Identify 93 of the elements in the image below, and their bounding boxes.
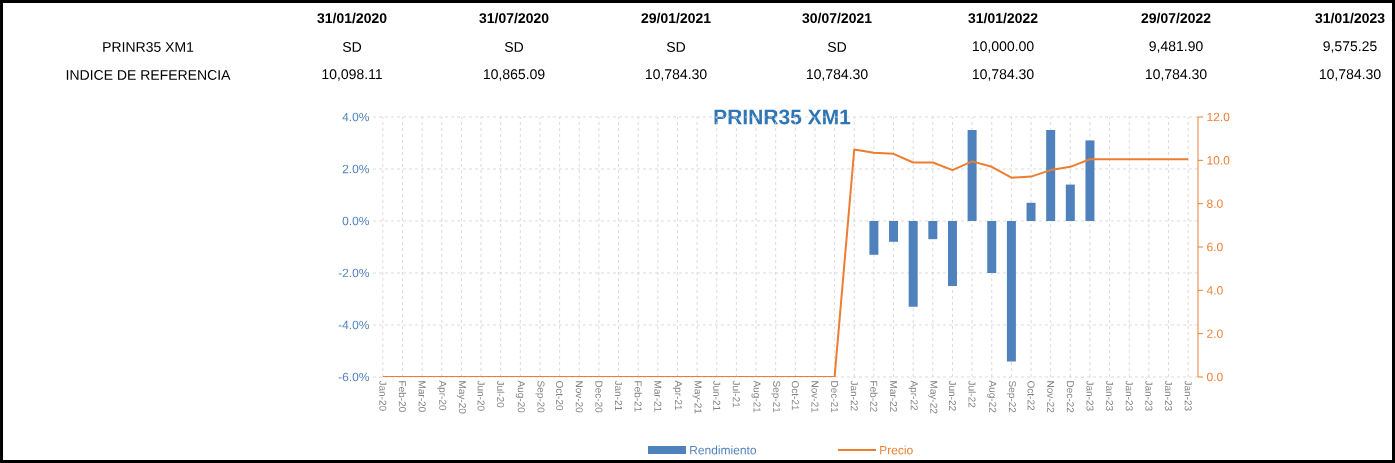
x-tick-label: Jul-20 (497, 380, 505, 408)
x-tick-label: Sep-21 (771, 380, 781, 413)
x-tick-label: Nov-20 (575, 381, 583, 413)
x-tick-label: Nov-22 (1047, 381, 1055, 413)
x-tick-label: Aug-21 (751, 380, 761, 413)
x-tick-label: Feb-21 (634, 381, 642, 412)
x-tick-label: Feb-22 (870, 381, 878, 412)
x-tick-label: Jan-20 (379, 380, 387, 411)
bar (1046, 130, 1056, 221)
x-tick-label: Oct-21 (791, 380, 799, 411)
text: SD (827, 42, 847, 52)
x-tick-label: Apr-20 (437, 380, 447, 411)
x-tick-label: Feb-20 (398, 381, 407, 412)
text: PRINR35 XM1 (103, 42, 194, 52)
legend-label: Rendimiento (690, 445, 757, 455)
x-tick-label: Jan-23 (1125, 380, 1133, 411)
bar (928, 220, 938, 240)
bar (1065, 184, 1075, 221)
x-tick-label: Mar-22 (890, 381, 898, 412)
text: 31/01/2022 (968, 12, 1038, 24)
x-tick-label: Oct-22 (1027, 380, 1035, 411)
x-tick-label: Jan-23 (1145, 380, 1153, 411)
x-tick-label: May-21 (692, 381, 702, 414)
bar (1006, 220, 1016, 362)
bar (908, 220, 918, 307)
text: 10,000.00 (972, 41, 1034, 53)
text: 31/01/2020 (317, 12, 387, 24)
legend-label: Precio (880, 445, 913, 455)
y-tick-label: 4.0% (342, 112, 370, 122)
text: 30/07/2021 (802, 12, 872, 24)
text: 31/07/2020 (479, 12, 549, 24)
x-tick-label: Jan-22 (850, 380, 858, 411)
x-tick-label: Jan-21 (615, 380, 623, 411)
y2-tick-label: 2.0 (1207, 329, 1223, 338)
bar (967, 130, 977, 221)
text: SD (342, 42, 362, 52)
y-tick-label: -2.0% (338, 268, 370, 278)
x-tick-label: Jun-21 (713, 380, 721, 411)
x-tick-label: Jan-23 (1086, 380, 1094, 411)
chart-title: PRINR35 XM1 (714, 109, 851, 125)
bar (889, 220, 899, 242)
x-tick-label: Jun-22 (948, 380, 956, 411)
x-tick-label: Oct-20 (556, 380, 564, 411)
text: 29/01/2021 (641, 12, 711, 24)
text: 10,784.30 (645, 69, 707, 81)
x-tick-label: Dec-21 (831, 381, 839, 413)
text: SD (666, 42, 686, 52)
x-tick-label: Dec-22 (1066, 381, 1074, 413)
y2-tick-label: 10.0 (1207, 156, 1230, 165)
x-tick-label: May-20 (456, 381, 466, 414)
text: 31/01/2023 (1315, 12, 1385, 24)
y-tick-label: -6.0% (338, 372, 370, 382)
x-tick-label: Nov-21 (811, 381, 819, 413)
x-tick-label: Aug-22 (987, 380, 997, 413)
text: 9,481.90 (1149, 41, 1203, 53)
bar (987, 220, 997, 273)
y2-tick-label: 8.0 (1207, 199, 1223, 208)
text: INDICE DE REFERENCIA (66, 70, 231, 80)
text: 9,575.25 (1323, 41, 1377, 53)
x-tick-label: Aug-20 (515, 380, 525, 413)
x-tick-label: Sep-20 (535, 380, 545, 413)
y-tick-label: -4.0% (338, 320, 370, 330)
text: 10,098.11 (322, 69, 382, 81)
text: 10,784.30 (806, 69, 868, 81)
x-tick-label: Mar-20 (418, 381, 426, 412)
y2-tick-label: 12.0 (1207, 112, 1230, 122)
y-tick-label: 2.0% (342, 164, 370, 174)
text: 10,784.30 (1319, 69, 1381, 81)
text: SD (504, 42, 524, 52)
x-tick-label: Mar-21 (654, 381, 662, 412)
y2-tick-label: 4.0 (1206, 286, 1223, 295)
x-tick-label: Jan-23 (1106, 380, 1114, 411)
x-tick-label: Jun-20 (477, 380, 485, 411)
x-tick-label: Jan-23 (1164, 380, 1173, 411)
bar (947, 220, 957, 286)
text: 10,784.30 (972, 69, 1034, 81)
text: 10,865.09 (483, 69, 545, 81)
x-tick-label: Dec-20 (595, 381, 603, 413)
bar (1026, 202, 1036, 221)
y-tick-label: 0.0% (342, 216, 370, 226)
text: 29/07/2022 (1141, 12, 1211, 24)
bar (869, 220, 879, 255)
bar (1085, 140, 1095, 221)
x-tick-label: May-22 (928, 381, 938, 414)
x-tick-label: Jul-21 (732, 380, 741, 408)
x-tick-label: Jul-22 (968, 380, 976, 408)
y2-tick-label: 6.0 (1207, 242, 1223, 252)
x-tick-label: Sep-22 (1006, 380, 1016, 413)
x-tick-label: Jan-23 (1184, 380, 1192, 411)
x-tick-label: Apr-21 (672, 380, 682, 411)
y2-tick-label: 0.0 (1207, 372, 1223, 382)
x-tick-label: Apr-22 (908, 380, 918, 411)
text: 10,784.30 (1145, 69, 1207, 81)
